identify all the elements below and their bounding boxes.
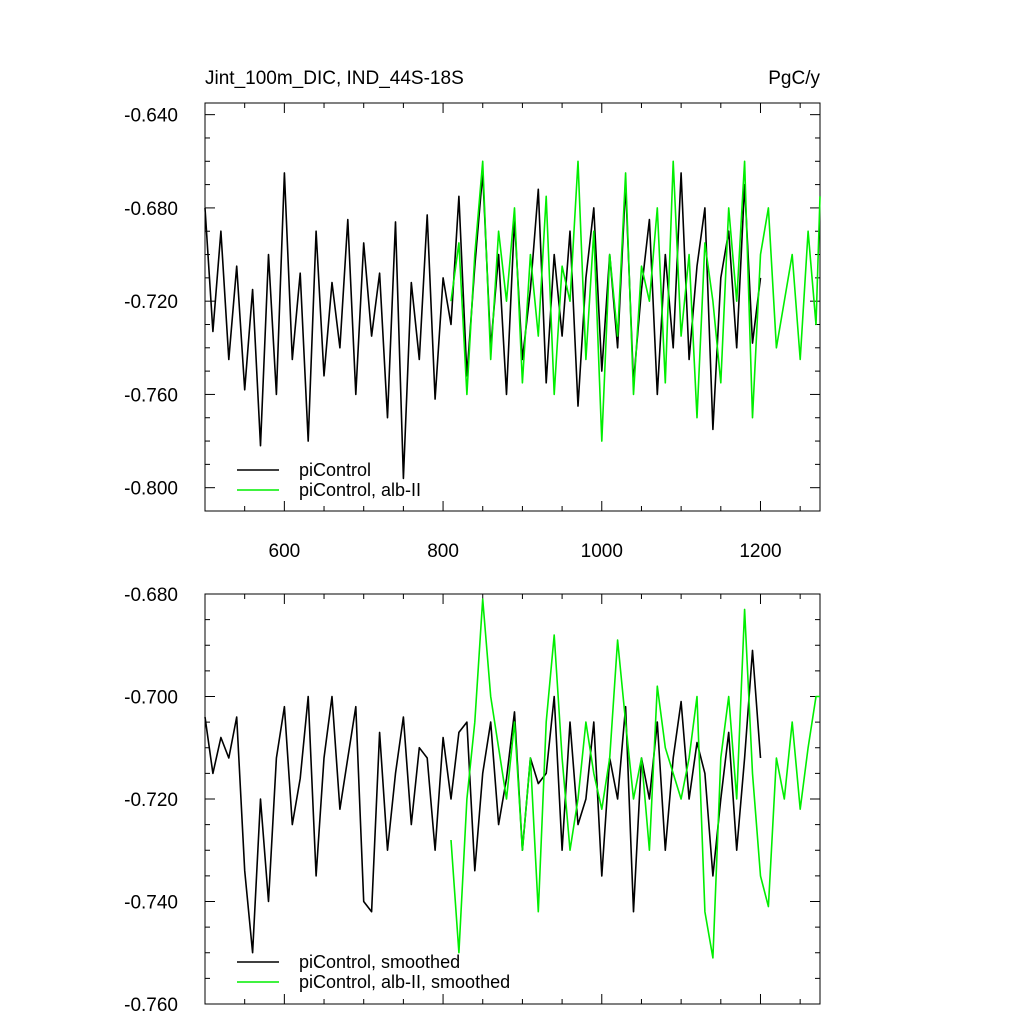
y-tick-label: -0.760 [124,385,178,406]
y-tick-label: -0.640 [124,106,178,127]
series-line-picontrol [204,172,762,480]
y-tick-label: -0.700 [124,688,178,709]
top-chart-title: Jint_100m_DIC, IND_44S-18S [205,68,464,89]
top-chart-units: PgC/y [768,68,820,89]
x-tick-label: 800 [427,541,459,562]
series-line-picontrol [204,649,762,954]
series-line-alb-ii [450,598,820,959]
top-chart: 600 800 1000 1200 -0.640 -0.680 -0.720 -0.760 -0… [124,102,821,562]
y-tick-label: -0.720 [124,292,178,313]
x-tick-label: 1000 [581,541,623,562]
legend-label: piControl, alb-II, smoothed [299,972,510,992]
bottom-chart: -0.680 -0.700 -0.720 -0.740 -0.760 piControl,… [124,585,821,1016]
x-tick-label: 1200 [739,541,781,562]
y-tick-label: -0.680 [124,585,178,606]
x-tick-label: 600 [269,541,301,562]
legend-label: piControl, alb-II [299,480,421,500]
legend-label: piControl [299,460,371,480]
y-tick-label: -0.680 [124,199,178,220]
y-tick-label: -0.740 [124,893,178,914]
y-tick-label: -0.760 [124,995,178,1016]
series-line-alb-ii [450,160,821,442]
legend-label: piControl, smoothed [299,952,460,972]
plot-frame [204,102,821,512]
y-tick-label: -0.800 [124,479,178,500]
y-tick-label: -0.720 [124,790,178,811]
